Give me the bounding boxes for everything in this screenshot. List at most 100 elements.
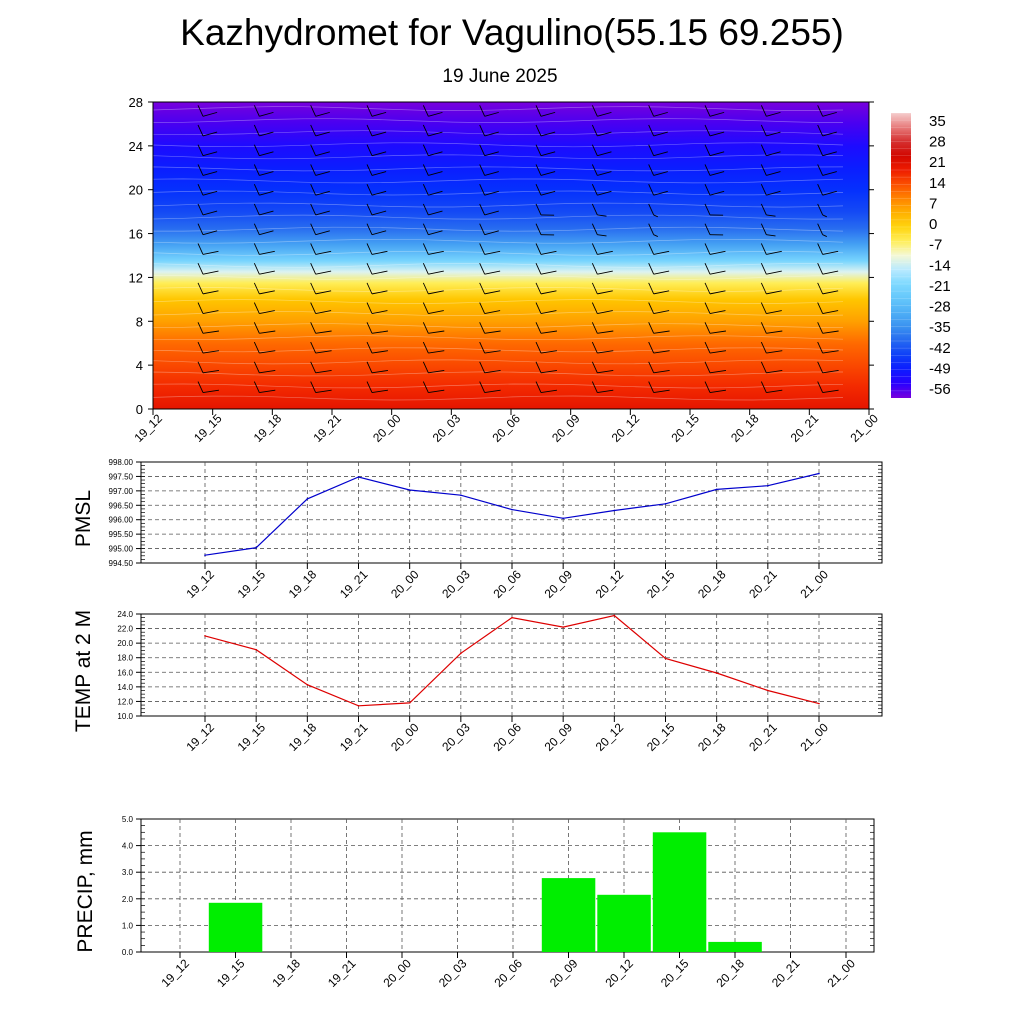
wind-barb xyxy=(315,330,332,334)
x-tick-label: 20_09 xyxy=(542,720,576,754)
wind-barb xyxy=(371,250,388,255)
wind-barb xyxy=(202,250,219,255)
x-tick-label: 20_18 xyxy=(695,567,729,601)
wind-barb xyxy=(202,111,218,117)
wind-barb xyxy=(653,330,670,334)
colorbar: 35 28 21 14 7 0 -7 -14 -21 -28 -35 -42 -49 -56 xyxy=(891,112,951,398)
wind-barb xyxy=(597,389,614,393)
wind-barb xyxy=(259,270,275,275)
wind-barb xyxy=(709,171,725,176)
wind-barb-flag xyxy=(591,322,598,334)
colorbar-label: -49 xyxy=(929,360,951,377)
temperature-contour xyxy=(152,311,844,316)
wind-barb xyxy=(653,350,670,354)
wind-barb xyxy=(315,210,330,216)
x-tick-label: 20_09 xyxy=(542,567,576,601)
wind-barb xyxy=(653,171,668,176)
wind-barb xyxy=(540,350,558,354)
temperature-contour xyxy=(152,202,844,208)
wind-barb-flag xyxy=(310,164,317,176)
wind-barb-flag xyxy=(366,361,373,374)
wind-barb-flag xyxy=(422,124,429,137)
wind-barb-flag xyxy=(704,243,711,255)
wind-barb-flag xyxy=(366,124,373,137)
x-tick-label: 20_00 xyxy=(388,720,422,754)
wind-barb-flag xyxy=(591,203,598,216)
wind-barb-flag xyxy=(197,203,204,216)
wind-barb xyxy=(202,310,219,315)
x-tick-label: 20_06 xyxy=(490,567,524,601)
wind-barb xyxy=(822,389,839,393)
wind-barb xyxy=(484,210,499,216)
wind-barb-flag xyxy=(479,322,486,334)
wind-barb-flag xyxy=(422,105,429,117)
wind-barb-flag xyxy=(422,262,429,275)
wind-barb xyxy=(202,131,218,137)
x-tick-label: 20_21 xyxy=(769,956,803,990)
wind-barb xyxy=(653,389,670,393)
pmsl-data-point xyxy=(613,509,616,512)
wind-barb xyxy=(766,330,783,334)
wind-barb-flag xyxy=(197,105,204,117)
wind-barb-flag xyxy=(704,282,711,295)
wind-barb xyxy=(371,171,387,176)
wind-barb-flag xyxy=(760,361,767,374)
wind-barb xyxy=(315,250,332,255)
colorbar-label: -28 xyxy=(929,299,951,316)
wind-barb-flag xyxy=(310,105,317,117)
wind-barb xyxy=(484,270,501,275)
wind-barb xyxy=(822,330,839,334)
wind-barb-flag xyxy=(310,243,317,255)
plot-frame xyxy=(140,818,875,953)
wind-barb-flag xyxy=(760,262,767,275)
y-tick-label: 20.0 xyxy=(117,639,133,648)
x-tick-label: 20_15 xyxy=(644,567,678,601)
wind-barb-flag xyxy=(366,243,373,255)
x-tick-label: 20_18 xyxy=(695,720,729,754)
wind-barb xyxy=(484,250,501,255)
wind-barb xyxy=(259,210,274,216)
wind-barb-flag xyxy=(535,124,542,137)
wind-barb xyxy=(259,230,274,236)
temp-data-point xyxy=(460,652,462,655)
wind-barb-flag xyxy=(479,105,486,117)
wind-barb-flag xyxy=(648,243,655,255)
wind-barb xyxy=(428,350,445,354)
x-tick-label: 20_15 xyxy=(668,411,702,445)
pmsl-data-point xyxy=(715,488,718,491)
wind-barb xyxy=(822,270,839,275)
x-tick-label: 20_12 xyxy=(609,411,643,445)
colorbar-label: -14 xyxy=(929,257,951,274)
wind-barb xyxy=(540,111,556,117)
wind-barb xyxy=(484,131,499,137)
wind-barb-flag xyxy=(535,243,542,255)
wind-barb-flag xyxy=(535,361,542,374)
y-tick-label: 995.50 xyxy=(109,530,134,539)
x-tick-label: 19_18 xyxy=(286,720,320,754)
wind-barb xyxy=(202,270,219,275)
wind-barb-flag xyxy=(479,302,486,314)
y-tick-label: 16 xyxy=(129,227,143,242)
wind-barb-flag xyxy=(366,164,373,176)
wind-barb xyxy=(540,131,556,137)
wind-barb-flag xyxy=(817,105,824,117)
x-tick-label: 20_00 xyxy=(388,567,422,601)
temperature-contour xyxy=(152,238,844,244)
wind-barb-flag xyxy=(704,184,711,196)
temperature-field xyxy=(153,102,869,409)
temperature-contour xyxy=(152,359,844,365)
wind-barb xyxy=(822,310,839,315)
wind-barb xyxy=(597,214,607,217)
precip-bar xyxy=(652,832,707,952)
wind-barb xyxy=(822,370,839,374)
precip-bar xyxy=(208,902,263,952)
wind-barb-flag xyxy=(535,164,542,176)
wind-barb xyxy=(315,131,330,137)
x-tick-label: 19_18 xyxy=(269,956,303,990)
wind-barb xyxy=(766,151,781,157)
y-axis-label: PMSL xyxy=(72,490,95,547)
wind-barb xyxy=(597,151,612,157)
wind-barb xyxy=(371,131,387,137)
wind-barb xyxy=(822,214,827,218)
